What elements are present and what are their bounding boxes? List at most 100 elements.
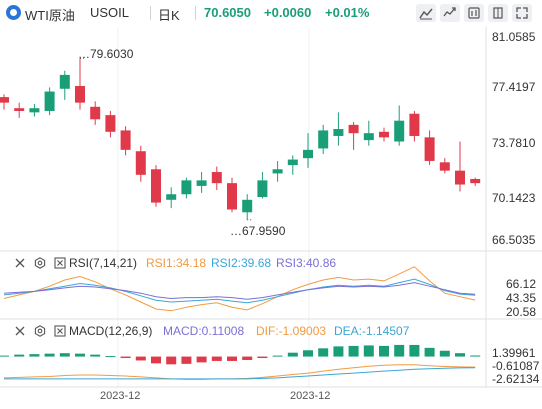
layout-icon bbox=[493, 7, 503, 19]
collapse-icon[interactable] bbox=[14, 325, 26, 337]
settings-icon[interactable] bbox=[34, 257, 46, 269]
candle-down bbox=[0, 97, 9, 103]
macd-bar bbox=[439, 350, 450, 357]
candle-down bbox=[151, 169, 161, 203]
rsi-line-rsi1 bbox=[3, 266, 476, 312]
macd-bar bbox=[166, 356, 177, 365]
close-icon[interactable] bbox=[54, 325, 66, 337]
candle-up bbox=[196, 180, 207, 186]
macd-bar bbox=[227, 356, 237, 361]
macd-bar bbox=[44, 353, 55, 357]
macd-bar bbox=[196, 356, 207, 363]
macd-bar bbox=[303, 350, 313, 357]
candle-down bbox=[227, 183, 237, 210]
y-tick-label: 73.7810 bbox=[492, 136, 536, 150]
candle-down bbox=[135, 151, 146, 175]
macd-bar bbox=[363, 345, 374, 357]
low-value: 67.9590 bbox=[242, 224, 286, 238]
dif-line bbox=[3, 364, 476, 380]
macd-title: MACD(12,26,9) bbox=[69, 324, 153, 338]
candle-up bbox=[287, 159, 298, 166]
symbol-code: USOIL bbox=[90, 5, 130, 20]
symbol-name[interactable]: WTI原油 bbox=[25, 8, 75, 23]
rsi-line-rsi2 bbox=[3, 278, 476, 304]
candle-down bbox=[348, 124, 359, 134]
candle-down bbox=[14, 108, 25, 111]
macd-bar bbox=[424, 347, 435, 357]
macd-panel-header: MACD(12,26,9) MACD:0.11008 DIF:-1.09003 … bbox=[0, 322, 542, 340]
candle-up bbox=[394, 120, 405, 142]
dea-line bbox=[4, 367, 476, 380]
high-value: 79.6030 bbox=[90, 47, 134, 61]
macd-bar bbox=[379, 345, 389, 357]
x-tick-label: 2023-12 bbox=[290, 390, 331, 402]
settings-button[interactable] bbox=[464, 4, 484, 22]
macd-bar bbox=[455, 353, 465, 357]
dif-value: DIF:-1.09003 bbox=[256, 324, 327, 338]
candle-down bbox=[439, 162, 450, 171]
candle-up bbox=[242, 199, 253, 213]
macd-bar bbox=[257, 356, 268, 359]
macd-bar bbox=[318, 348, 329, 357]
candle-up bbox=[257, 180, 268, 198]
us-flag-icon bbox=[6, 5, 21, 20]
rsi-line-rsi3 bbox=[3, 282, 476, 300]
macd-bar bbox=[105, 356, 116, 358]
macd-bar bbox=[14, 354, 25, 357]
compare-button[interactable] bbox=[440, 4, 460, 22]
candle-up bbox=[181, 180, 192, 195]
price-change-pct: +0.01% bbox=[325, 5, 370, 20]
macd-bar bbox=[409, 344, 420, 357]
rsi-tick-label: 66.12 bbox=[506, 277, 537, 291]
collapse-icon[interactable] bbox=[14, 257, 26, 269]
macd-bar bbox=[348, 345, 359, 357]
candle-down bbox=[409, 113, 420, 136]
candle-down bbox=[105, 115, 116, 132]
macd-bar bbox=[90, 354, 101, 357]
low-annotation: …67.9590 bbox=[230, 224, 286, 238]
macd-bar bbox=[135, 356, 146, 361]
settings-icon bbox=[468, 7, 480, 19]
macd-bar bbox=[211, 356, 222, 361]
macd-bar bbox=[181, 356, 192, 364]
candle-down bbox=[470, 178, 481, 184]
macd-bar bbox=[470, 355, 481, 357]
candle-up bbox=[44, 91, 55, 111]
candle-up bbox=[29, 108, 40, 113]
candle-down bbox=[424, 137, 435, 161]
candle-down bbox=[455, 170, 465, 185]
rsi1-value: RSI1:34.18 bbox=[146, 256, 207, 270]
settings-icon[interactable] bbox=[34, 325, 46, 337]
macd-bar bbox=[0, 355, 9, 357]
macd-bar bbox=[242, 356, 253, 360]
macd-bar bbox=[151, 356, 161, 364]
rsi-title: RSI(7,14,21) bbox=[69, 256, 138, 270]
macd-bar bbox=[120, 356, 131, 359]
macd-bar bbox=[394, 344, 405, 357]
candle-down bbox=[211, 172, 222, 184]
rsi3-value: RSI3:40.86 bbox=[276, 256, 337, 270]
period-selector[interactable]: 日K bbox=[158, 8, 180, 23]
candle-down bbox=[75, 85, 85, 103]
x-tick-label: 2023-12 bbox=[100, 390, 141, 402]
rsi2-value: RSI2:39.68 bbox=[211, 256, 272, 270]
candle-down bbox=[379, 131, 389, 138]
candle-down bbox=[120, 130, 131, 150]
fullscreen-button[interactable] bbox=[512, 4, 532, 22]
draw-line-button[interactable] bbox=[416, 4, 436, 22]
macd-value: MACD:0.11008 bbox=[163, 324, 245, 338]
chart-header: WTI原油 USOIL 日K 70.6050 +0.0060 +0.01% bbox=[0, 0, 542, 26]
candle-up bbox=[303, 149, 313, 159]
close-icon[interactable] bbox=[54, 257, 66, 269]
rsi-tick-label: 43.35 bbox=[506, 291, 537, 305]
rsi-tick-label: 20.58 bbox=[506, 305, 537, 319]
layout-button[interactable] bbox=[488, 4, 508, 22]
y-tick-label: 77.4197 bbox=[492, 80, 536, 94]
macd-bar bbox=[287, 352, 298, 357]
candle-up bbox=[272, 169, 283, 174]
candle-up bbox=[318, 130, 329, 149]
macd-tick-label: -2.62134 bbox=[492, 372, 540, 386]
macd-bar bbox=[272, 355, 283, 357]
dea-value: DEA:-1.14507 bbox=[334, 324, 410, 338]
